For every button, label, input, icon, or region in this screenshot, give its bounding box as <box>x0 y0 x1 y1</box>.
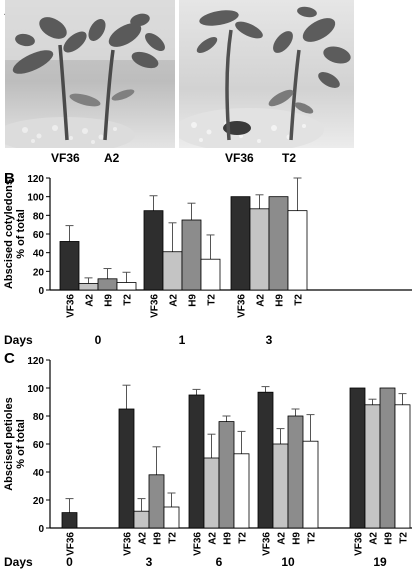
abscised-cotyledons-chart: Abscised cotyledons% of total02040608010… <box>3 174 412 347</box>
chart-b-bar-label: VF36 <box>237 294 248 318</box>
chart-b-bar-label: T2 <box>207 294 218 306</box>
chart-b-bar <box>116 282 137 291</box>
chart-c-ytick-label: 40 <box>33 468 45 479</box>
chart-b-bar-label: T2 <box>123 294 134 306</box>
chart-b-ylabel-line: % of total <box>15 209 27 259</box>
chart-c-bar-label: VF36 <box>123 532 134 556</box>
chart-c-bar <box>188 394 205 529</box>
chart-b-bar-label: A2 <box>85 294 96 307</box>
chart-c-bar-label: H9 <box>153 532 164 545</box>
chart-c-bar-label: H9 <box>292 532 303 545</box>
chart-b-bar <box>230 196 251 291</box>
seedling-photo-left <box>5 0 175 148</box>
chart-b-bar <box>59 241 80 291</box>
chart-b-ytick-label: 0 <box>38 286 44 297</box>
chart-b-day-label: 1 <box>179 333 186 347</box>
chart-c-bar <box>218 421 235 529</box>
seedling-photo-right-image <box>179 0 354 148</box>
chart-c-bar <box>118 408 135 529</box>
chart-c-bar-label: VF36 <box>66 532 77 556</box>
chart-c-bar <box>61 512 78 529</box>
chart-c-bar-label: T2 <box>168 532 179 544</box>
chart-b-bar <box>268 196 289 291</box>
chart-c-ytick-label: 0 <box>38 524 44 535</box>
chart-c-days-label: Days <box>4 555 33 569</box>
chart-b-bar <box>78 283 99 291</box>
chart-b-ytick-label: 80 <box>33 211 45 222</box>
chart-c-ytick-label: 80 <box>33 412 45 423</box>
chart-c-bar <box>287 415 304 529</box>
chart-b-bar <box>97 278 118 291</box>
chart-c-day-label: 6 <box>216 555 223 569</box>
chart-c-day-label: 10 <box>281 555 295 569</box>
chart-c-ylabel-line: Abscised petioles <box>3 397 15 491</box>
chart-c-ylabel-line: % of total <box>15 419 27 469</box>
chart-c-bar-label: H9 <box>384 532 395 545</box>
chart-b-bar <box>162 251 183 291</box>
chart-c-bar-label: VF36 <box>354 532 365 556</box>
chart-c-bar <box>349 387 366 529</box>
seedling-photo-left-image <box>5 0 175 148</box>
chart-c-bar-label: VF36 <box>262 532 273 556</box>
chart-c-bar-label: T2 <box>238 532 249 544</box>
chart-b-bar-label: VF36 <box>66 294 77 318</box>
chart-b-ytick-label: 120 <box>27 174 44 185</box>
chart-c-bar-label: T2 <box>399 532 410 544</box>
chart-c-bar <box>364 404 381 529</box>
chart-b-ytick-label: 60 <box>33 230 45 241</box>
chart-b-bar-label: A2 <box>169 294 180 307</box>
chart-c-ytick-label: 100 <box>27 384 44 395</box>
photo-right-label-vf36: VF36 <box>225 151 254 165</box>
chart-c-bar-label: H9 <box>223 532 234 545</box>
photo-right-label-t2: T2 <box>282 151 297 165</box>
chart-b-bar-label: A2 <box>256 294 267 307</box>
chart-c-bar <box>133 510 150 529</box>
abscised-petioles-chart: Abscised petioles% of total0204060801001… <box>3 356 412 569</box>
chart-c-bar <box>163 506 180 529</box>
chart-b-day-label: 3 <box>266 333 273 347</box>
chart-c-ytick-label: 120 <box>27 356 44 367</box>
chart-c-bar <box>148 474 165 529</box>
seedling-photo-right <box>179 0 354 148</box>
chart-b-bar <box>143 210 164 291</box>
chart-c-bar-label: T2 <box>307 532 318 544</box>
chart-c-bar <box>302 440 319 529</box>
chart-c-bar <box>394 404 411 529</box>
chart-b-bar-label: H9 <box>275 294 286 307</box>
chart-b-bar-label: VF36 <box>150 294 161 318</box>
chart-c-bar <box>257 391 274 529</box>
chart-c-bar-label: A2 <box>208 532 219 545</box>
chart-b-bar-label: H9 <box>104 294 115 307</box>
chart-b-bar-label: T2 <box>294 294 305 306</box>
chart-c-bar <box>203 457 220 529</box>
chart-b-bar <box>181 219 202 291</box>
chart-b-ylabel-line: Abscised cotyledons <box>3 179 15 289</box>
chart-b-days-label: Days <box>4 333 33 347</box>
chart-b-bar <box>200 258 221 291</box>
chart-b-bar <box>249 208 270 291</box>
chart-b-ytick-label: 40 <box>33 249 45 260</box>
chart-c-ytick-label: 60 <box>33 440 45 451</box>
chart-c-day-label: 0 <box>66 555 73 569</box>
panel-c-letter: C <box>4 350 15 367</box>
chart-c-day-label: 19 <box>373 555 387 569</box>
chart-c-bar-label: VF36 <box>193 532 204 556</box>
chart-c-bar <box>272 443 289 529</box>
chart-c-bar <box>233 453 250 529</box>
photo-left-label-vf36: VF36 <box>51 151 80 165</box>
chart-c-bar-label: A2 <box>138 532 149 545</box>
chart-c-bar-label: A2 <box>277 532 288 545</box>
chart-b-day-label: 0 <box>95 333 102 347</box>
chart-c-bar <box>379 387 396 529</box>
photo-left-label-a2: A2 <box>104 151 120 165</box>
chart-b-bar-label: H9 <box>188 294 199 307</box>
chart-b-bar <box>287 210 308 291</box>
chart-c-ytick-label: 20 <box>33 496 45 507</box>
chart-c-day-label: 3 <box>146 555 153 569</box>
panel-b-letter: B <box>4 170 15 187</box>
chart-b-ytick-label: 20 <box>33 267 45 278</box>
chart-b-ytick-label: 100 <box>27 193 44 204</box>
chart-c-bar-label: A2 <box>369 532 380 545</box>
